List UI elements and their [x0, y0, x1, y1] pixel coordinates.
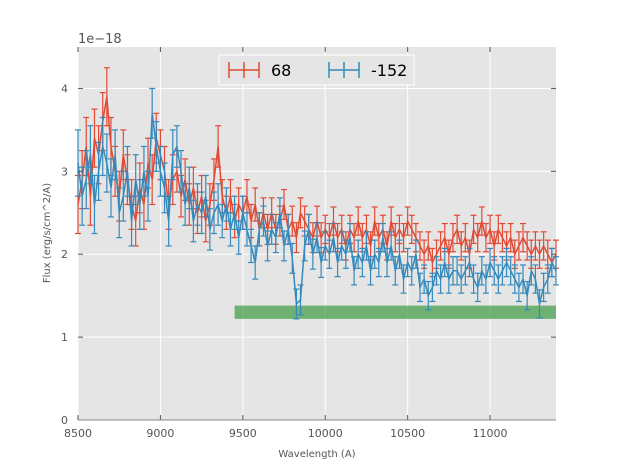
y-tick-label: 0	[61, 414, 68, 427]
x-axis-title: Wavelength (A)	[278, 449, 355, 460]
legend-swatch-neg152	[328, 62, 360, 78]
x-tick-label: 8500	[64, 427, 92, 440]
legend-label-neg152: -152	[371, 61, 407, 80]
y-tick-label: 1	[61, 331, 68, 344]
x-tick-label: 10000	[308, 427, 343, 440]
series-line--152	[77, 113, 557, 306]
wavelength-band	[234, 305, 556, 319]
y-tick-label: 4	[61, 82, 68, 95]
legend-label-68: 68	[271, 61, 291, 80]
x-tick-label: 9500	[229, 427, 257, 440]
offset-text: 1e−18	[78, 32, 122, 47]
y-axis-title: Flux (erg/s/cm^2/A)	[42, 183, 53, 283]
legend-swatch-68	[228, 62, 260, 78]
x-tick-label: 11000	[473, 427, 508, 440]
y-tick-label: 3	[61, 165, 68, 178]
grid-lines	[77, 47, 556, 421]
x-tick-label: 10500	[390, 427, 425, 440]
legend: 68 -152	[218, 54, 415, 86]
series-layer	[75, 67, 559, 320]
series-line-68	[77, 96, 557, 265]
x-tick-label: 9000	[146, 427, 174, 440]
wavelength-band-layer	[234, 305, 556, 319]
axes: 8500 9000 9500 10000 10500 11000 0 1 2 3 4	[61, 47, 556, 440]
y-tick-label: 2	[61, 248, 68, 261]
series--152	[75, 87, 559, 320]
